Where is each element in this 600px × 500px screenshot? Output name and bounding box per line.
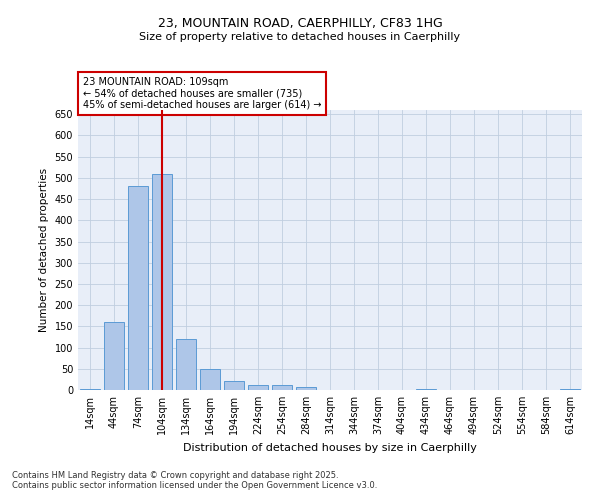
- Text: Contains HM Land Registry data © Crown copyright and database right 2025.
Contai: Contains HM Land Registry data © Crown c…: [12, 470, 377, 490]
- Bar: [128, 186, 148, 390]
- Bar: [176, 339, 196, 390]
- Bar: [296, 386, 316, 390]
- Bar: [248, 385, 268, 390]
- Bar: [224, 380, 244, 390]
- Bar: [200, 369, 220, 390]
- Bar: [416, 388, 436, 390]
- Y-axis label: Number of detached properties: Number of detached properties: [39, 168, 49, 332]
- X-axis label: Distribution of detached houses by size in Caerphilly: Distribution of detached houses by size …: [183, 442, 477, 452]
- Text: Size of property relative to detached houses in Caerphilly: Size of property relative to detached ho…: [139, 32, 461, 42]
- Bar: [104, 322, 124, 390]
- Bar: [80, 388, 100, 390]
- Bar: [272, 386, 292, 390]
- Text: 23 MOUNTAIN ROAD: 109sqm
← 54% of detached houses are smaller (735)
45% of semi-: 23 MOUNTAIN ROAD: 109sqm ← 54% of detach…: [83, 77, 322, 110]
- Text: 23, MOUNTAIN ROAD, CAERPHILLY, CF83 1HG: 23, MOUNTAIN ROAD, CAERPHILLY, CF83 1HG: [158, 18, 442, 30]
- Bar: [152, 174, 172, 390]
- Bar: [560, 388, 580, 390]
